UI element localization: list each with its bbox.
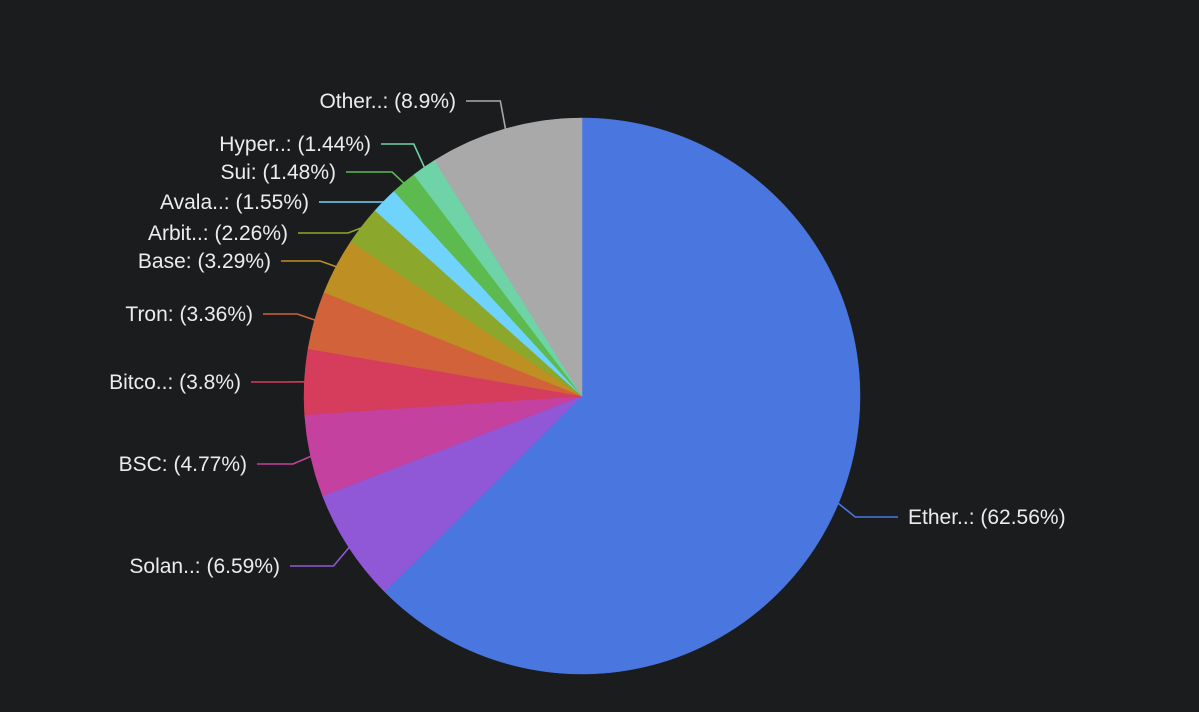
pie-label-other: Other..: (8.9%) [319,90,456,113]
pie-leader-ether [836,501,898,518]
pie-label-solan: Solan..: (6.59%) [129,555,280,578]
pie-label-ether: Ether..: (62.56%) [908,506,1066,529]
pie-leader-sui [346,171,406,185]
pie-label-hyper: Hyper..: (1.44%) [219,133,371,156]
pie-label-arbit: Arbit..: (2.26%) [148,222,288,245]
pie-leader-solan [290,545,351,567]
pie-leader-base [281,260,339,268]
pie-leader-tron [263,313,317,322]
pie-leader-arbit [298,226,365,234]
pie-labels: Ether..: (62.56%) Solan..: (6.59%) BSC: (4… [109,90,1065,578]
pie-label-base: Base: (3.29%) [138,250,271,273]
pie-leader-other [466,100,507,131]
pie-label-sui: Sui: (1.48%) [220,161,336,184]
pie-leader-bsc [257,454,313,465]
pie-leader-hyper [381,143,426,170]
pie-slices [303,117,861,675]
pie-label-bsc: BSC: (4.77%) [119,453,247,476]
pie-label-avala: Avala..: (1.55%) [160,191,309,214]
pie-label-tron: Tron: (3.36%) [125,303,253,326]
pie-label-bitco: Bitco..: (3.8%) [109,371,241,394]
